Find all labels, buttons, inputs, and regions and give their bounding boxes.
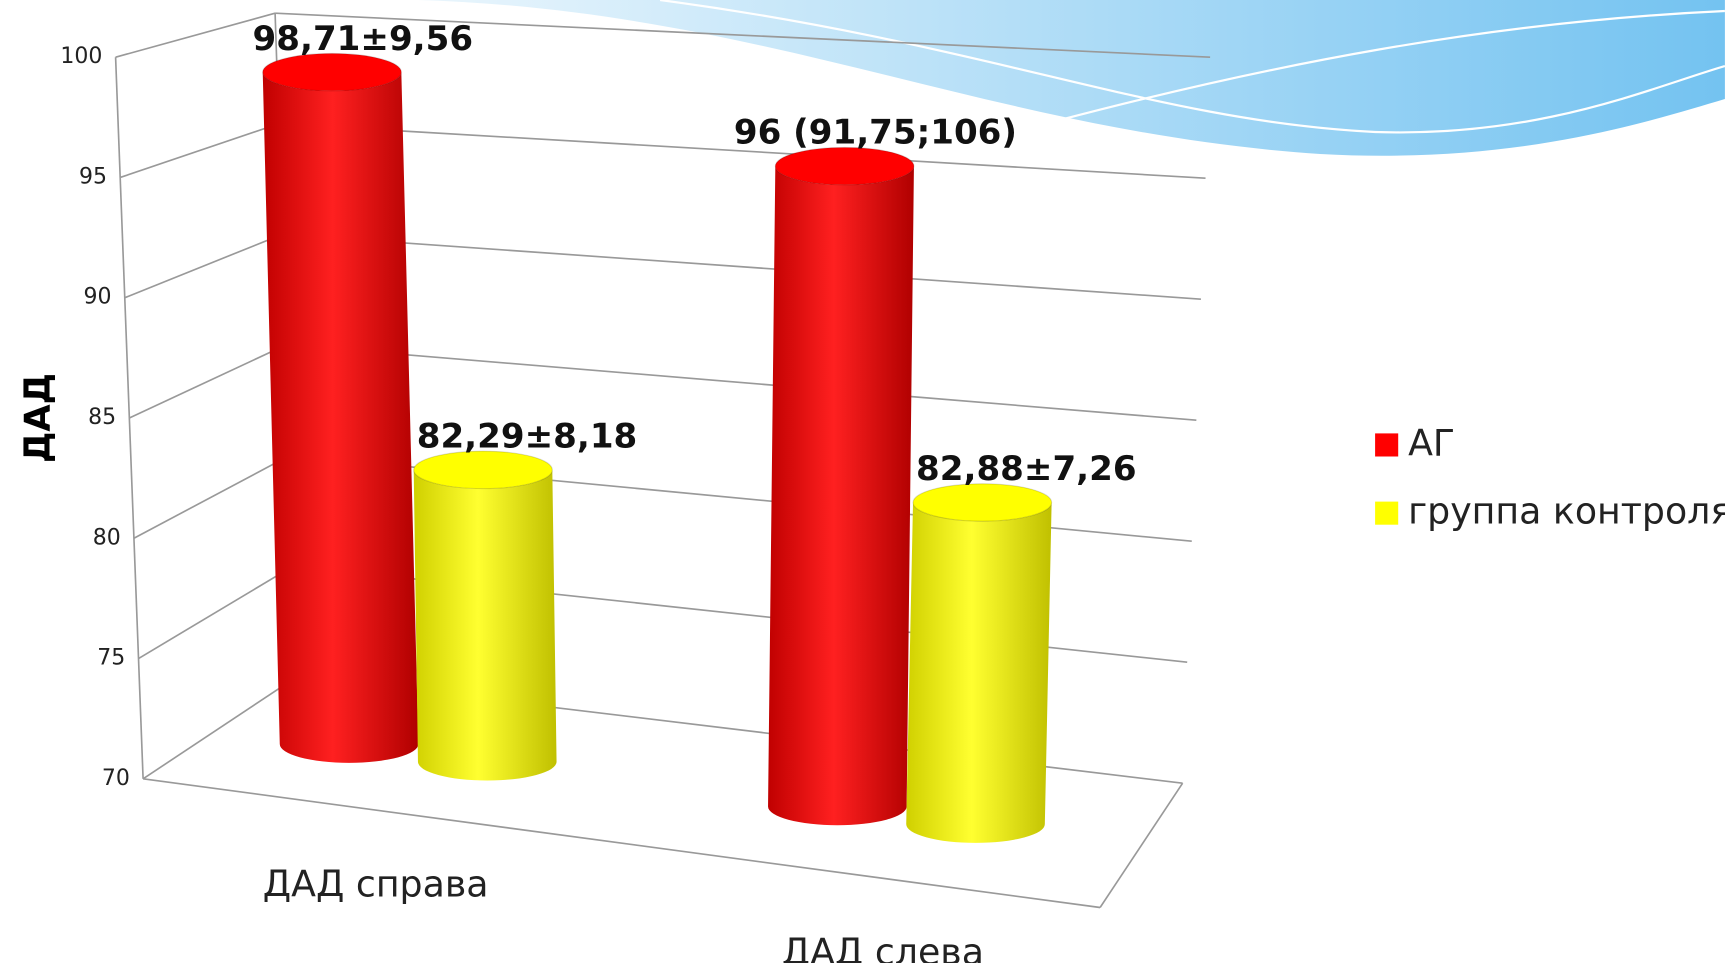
grid-line: [286, 344, 1197, 422]
y-tick-label: 70: [102, 766, 130, 791]
y-tick-label: 75: [97, 646, 125, 671]
bar: [262, 72, 419, 763]
background-wave: [418, 0, 1725, 156]
bar-top: [262, 52, 402, 92]
grid-line: [133, 454, 291, 539]
grid-line: [142, 675, 298, 780]
floor-edge: [1099, 782, 1184, 908]
bar-top: [774, 146, 915, 186]
grid-line: [128, 344, 287, 419]
bar: [413, 469, 557, 781]
y-tick-label: 100: [60, 44, 102, 69]
y-tick-label: 95: [79, 164, 107, 189]
grid-line: [282, 233, 1201, 301]
legend-swatch: [1375, 433, 1399, 457]
grid-line: [275, 12, 1211, 59]
grid-line: [278, 122, 1206, 180]
value-label: 96 (91,75;106): [734, 113, 1017, 153]
x-tick-label: ДАД слева: [782, 931, 984, 963]
legend-label: АГ: [1408, 422, 1455, 465]
value-label: 82,29±8,18: [417, 416, 638, 456]
x-tick-label: ДАД справа: [263, 862, 489, 905]
legend-swatch: [1375, 501, 1399, 525]
grid-line: [124, 233, 283, 299]
bar-top: [413, 450, 553, 490]
grid-line: [138, 565, 294, 660]
y-tick-label: 80: [93, 525, 121, 550]
legend-label: группа контроля: [1408, 490, 1725, 533]
grid-line: [119, 122, 280, 179]
y-tick-label: 90: [84, 285, 112, 310]
bar-top: [912, 483, 1053, 522]
floor-edge: [142, 777, 1101, 909]
y-axis-label: ДАД: [18, 373, 59, 463]
value-label: 82,88±7,26: [916, 449, 1137, 489]
grid-line: [115, 12, 276, 58]
value-label: 98,71±9,56: [253, 19, 474, 59]
y-tick-label: 85: [88, 405, 116, 430]
bar: [768, 166, 914, 826]
plot: 70 75 80 85 90 95 100 ДАД справа 98,71±9,56 82,29…: [60, 12, 1725, 963]
bar: [906, 502, 1052, 843]
